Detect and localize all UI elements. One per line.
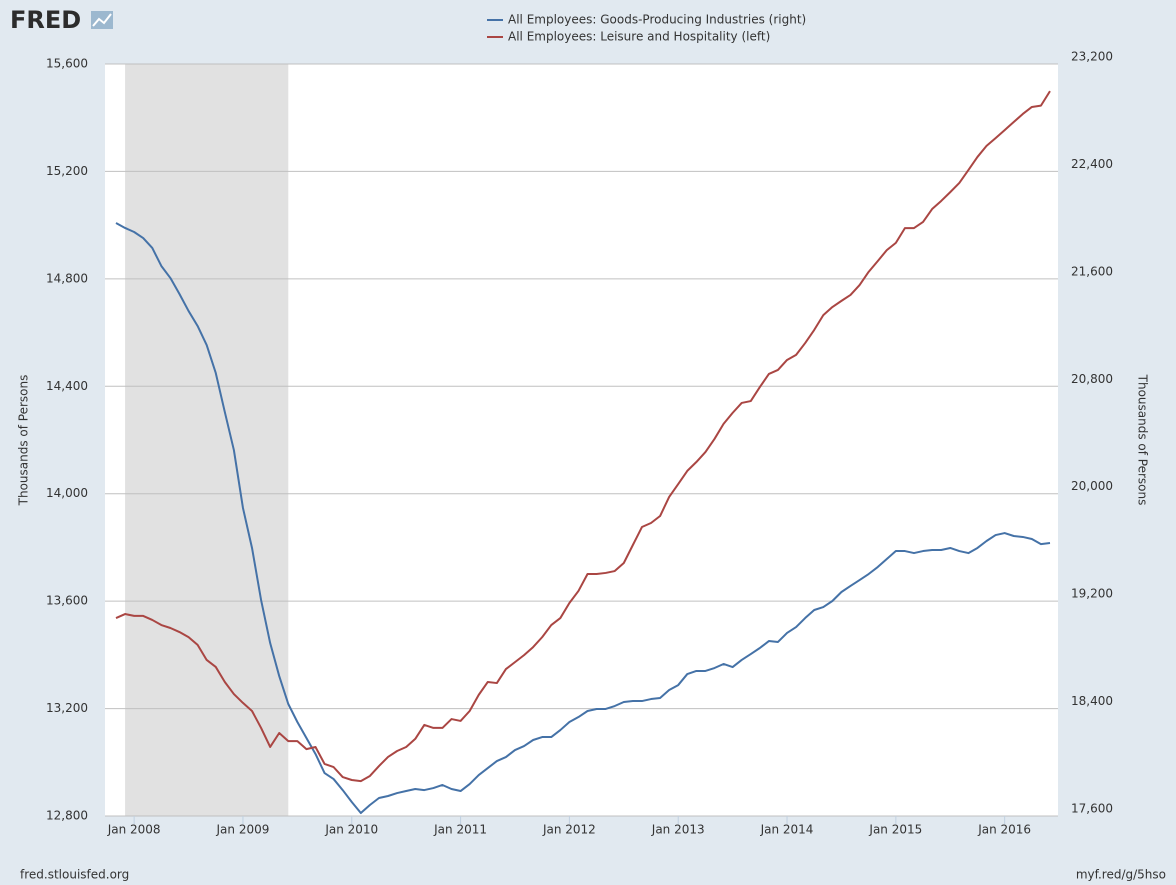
- y2-tick-label: 17,600: [1071, 802, 1113, 816]
- y-tick-label: 15,600: [46, 57, 88, 71]
- x-tick-label: Jan 2011: [433, 823, 487, 837]
- y-tick-label: 14,000: [46, 486, 88, 500]
- logo-icon: [91, 11, 113, 29]
- y-tick-label: 12,800: [46, 809, 88, 823]
- x-tick-label: Jan 2013: [651, 823, 705, 837]
- series-line: [115, 222, 1051, 815]
- legend-label: All Employees: Leisure and Hospitality (…: [508, 30, 770, 44]
- recession-band: [125, 64, 289, 816]
- x-tick-label: Jan 2010: [324, 823, 378, 837]
- x-tick-label: Jan 2014: [760, 823, 814, 837]
- y-tick-label: 15,200: [46, 164, 88, 178]
- y2-tick-label: 23,200: [1071, 50, 1113, 64]
- x-tick-label: Jan 2009: [216, 823, 270, 837]
- series-line: [115, 90, 1051, 783]
- link: myf.red/g/5hso: [1076, 868, 1166, 882]
- y2-axis-label: Thousands of Persons: [1136, 374, 1150, 506]
- x-tick-label: Jan 2016: [977, 823, 1031, 837]
- y-tick-label: 14,400: [46, 379, 88, 393]
- y2-tick-label: 22,400: [1071, 157, 1113, 171]
- y2-tick-label: 20,000: [1071, 479, 1113, 493]
- legend-label: All Employees: Goods-Producing Industrie…: [508, 13, 806, 27]
- source: fred.stlouisfed.org: [20, 868, 129, 882]
- y2-tick-label: 20,800: [1071, 372, 1113, 386]
- x-tick-label: Jan 2015: [868, 823, 922, 837]
- x-tick-label: Jan 2008: [107, 823, 161, 837]
- x-tick-label: Jan 2012: [542, 823, 596, 837]
- y-axis-label: Thousands of Persons: [17, 375, 31, 507]
- y2-tick-label: 21,600: [1071, 264, 1113, 278]
- y2-tick-label: 18,400: [1071, 694, 1113, 708]
- y-tick-label: 13,200: [46, 701, 88, 715]
- y-tick-label: 13,600: [46, 594, 88, 608]
- y-tick-label: 14,800: [46, 271, 88, 285]
- y2-tick-label: 19,200: [1071, 587, 1113, 601]
- logo: FRED: [10, 6, 81, 34]
